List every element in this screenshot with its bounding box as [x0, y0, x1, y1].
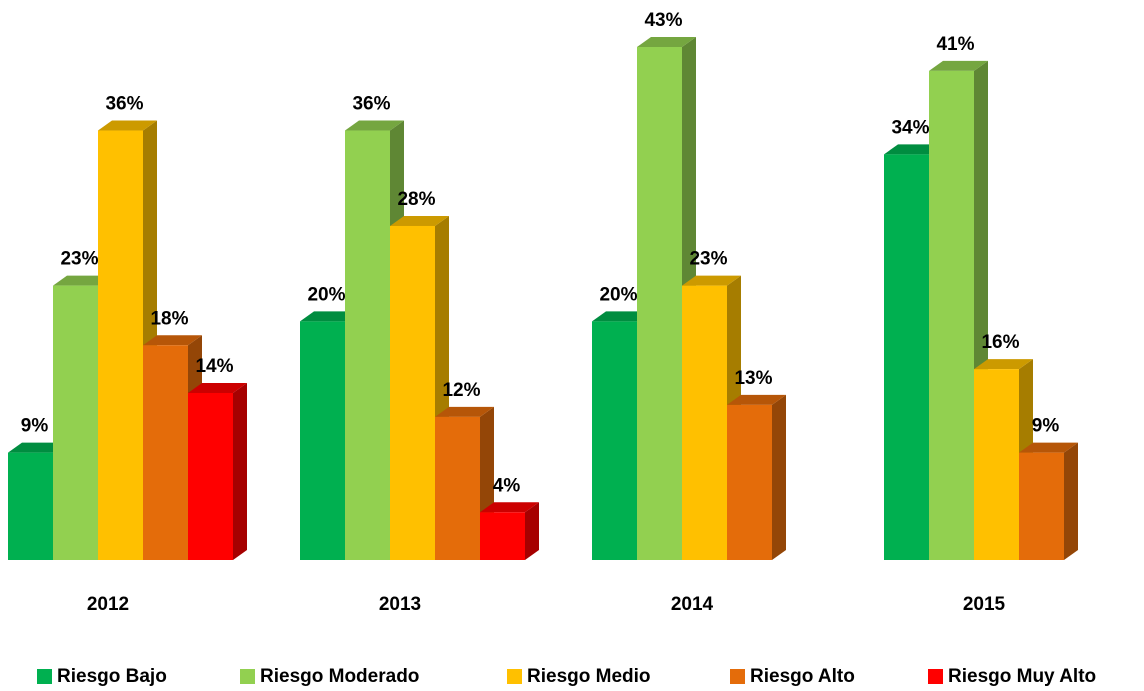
data-label: 20% [599, 284, 637, 305]
data-label: 28% [397, 189, 435, 210]
data-label: 43% [644, 10, 682, 31]
bar-top [53, 275, 112, 286]
data-label: 34% [891, 117, 929, 138]
bar-top [390, 215, 449, 226]
data-label: 18% [150, 308, 188, 329]
bar-top [884, 144, 943, 155]
data-label: 36% [105, 94, 143, 115]
data-label: 23% [689, 249, 727, 270]
bar [480, 512, 525, 560]
data-label: 41% [936, 34, 974, 55]
bar [727, 404, 772, 560]
legend-swatch [507, 669, 522, 684]
bar [682, 285, 727, 560]
data-label: 14% [195, 356, 233, 377]
legend-swatch [730, 669, 745, 684]
bar-top [974, 359, 1033, 370]
bar [435, 416, 480, 560]
x-tick-label: 2015 [963, 594, 1006, 615]
bar [345, 130, 390, 560]
bar [98, 130, 143, 560]
data-label: 9% [21, 416, 49, 437]
data-label: 23% [60, 249, 98, 270]
bar-top [727, 394, 786, 405]
data-label: 13% [734, 368, 772, 389]
legend-label: Riesgo Medio [527, 666, 651, 687]
x-tick-label: 2014 [671, 594, 714, 615]
legend-swatch [928, 669, 943, 684]
bar [300, 321, 345, 560]
bar-side [772, 394, 786, 560]
bar-side [233, 382, 247, 560]
bar [974, 369, 1019, 560]
data-label: 9% [1032, 416, 1060, 437]
bar-top [682, 275, 741, 286]
legend-label: Riesgo Alto [750, 666, 855, 687]
bar [1019, 452, 1064, 560]
data-label: 12% [442, 380, 480, 401]
bar-top [8, 442, 67, 453]
bar-top [143, 335, 202, 346]
bar-side [525, 502, 539, 560]
legend-swatch [37, 669, 52, 684]
data-label: 4% [493, 475, 521, 496]
bar-top [345, 120, 404, 131]
bar-top [637, 37, 696, 48]
bar [637, 47, 682, 560]
bar-top [300, 311, 359, 322]
bar [188, 392, 233, 560]
data-label: 16% [981, 332, 1019, 353]
bar-top [98, 120, 157, 131]
legend-label: Riesgo Moderado [260, 666, 419, 687]
bar [929, 70, 974, 561]
bar-top [188, 382, 247, 393]
bar-top [929, 60, 988, 71]
bar-top [1019, 442, 1078, 453]
x-tick-label: 2012 [87, 594, 129, 615]
bar [143, 345, 188, 560]
bar-top [480, 502, 539, 513]
bar-top [592, 311, 651, 322]
x-tick-label: 2013 [379, 594, 421, 615]
bar [8, 452, 53, 560]
data-label: 20% [307, 284, 345, 305]
bar [592, 321, 637, 560]
bar [53, 285, 98, 560]
legend-label: Riesgo Muy Alto [948, 666, 1096, 687]
legend-swatch [240, 669, 255, 684]
bar [390, 225, 435, 560]
bar [884, 154, 929, 560]
data-label: 36% [352, 94, 390, 115]
bar-top [435, 406, 494, 417]
bar-side [1064, 442, 1078, 560]
legend-label: Riesgo Bajo [57, 666, 167, 687]
